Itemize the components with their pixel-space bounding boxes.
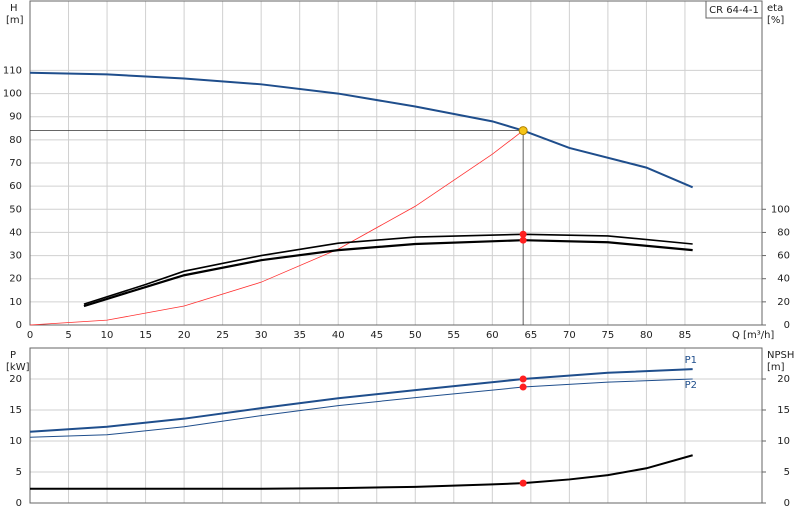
y2-tick-label: 10 — [777, 436, 790, 447]
curve — [29, 130, 524, 326]
y-tick-label: 10 — [9, 436, 22, 447]
x-tick-label: 20 — [178, 330, 191, 341]
y-tick-label: 90 — [9, 112, 22, 123]
series-label: P2 — [685, 380, 697, 391]
curve — [83, 239, 693, 308]
curve — [83, 233, 693, 305]
x-tick-label: 35 — [293, 330, 306, 341]
y2-axis-label: eta — [767, 3, 783, 14]
y-tick-label: 0 — [16, 498, 22, 509]
y-tick-label: 70 — [9, 158, 22, 169]
x-tick-label: 65 — [524, 330, 537, 341]
y-axis-label: P — [10, 350, 16, 361]
operating-point — [519, 479, 527, 487]
y2-tick-label: 0 — [784, 498, 790, 509]
y2-tick-label: 40 — [777, 274, 790, 285]
duty-point — [518, 126, 528, 136]
y2-tick-label: 15 — [777, 405, 790, 416]
x-tick-label: 80 — [640, 330, 653, 341]
y-tick-label: 20 — [9, 374, 22, 385]
x-tick-label: 75 — [602, 330, 615, 341]
y-tick-label: 110 — [3, 65, 22, 76]
plot-frame — [29, 0, 763, 326]
curve — [29, 378, 693, 438]
y-tick-label: 100 — [3, 89, 22, 100]
x-tick-label: 30 — [255, 330, 268, 341]
y2-tick-label: 5 — [784, 467, 790, 478]
y2-axis-unit: [%] — [767, 15, 784, 26]
y-tick-label: 80 — [9, 135, 22, 146]
x-tick-label: 45 — [370, 330, 383, 341]
x-tick-label: 85 — [679, 330, 692, 341]
x-tick-label: 70 — [563, 330, 576, 341]
operating-point — [519, 375, 527, 383]
y-tick-label: 50 — [9, 204, 22, 215]
x-axis-label: Q [m³/h] — [732, 330, 774, 341]
operating-point — [519, 236, 527, 244]
y-tick-label: 30 — [9, 251, 22, 262]
y-tick-label: 60 — [9, 181, 22, 192]
y2-tick-label: 100 — [771, 204, 790, 215]
chart-title: CR 64-4-1 — [709, 5, 759, 16]
x-tick-label: 15 — [139, 330, 152, 341]
x-tick-label: 0 — [27, 330, 33, 341]
curve — [29, 71, 694, 189]
x-tick-label: 10 — [101, 330, 114, 341]
curve — [29, 368, 693, 433]
y2-tick-label: 20 — [777, 374, 790, 385]
series-label: P1 — [685, 355, 697, 366]
y-axis-label: H — [10, 3, 18, 14]
x-tick-label: 55 — [447, 330, 460, 341]
title-box — [705, 0, 763, 19]
y-axis-unit: [m] — [6, 15, 24, 26]
y2-axis-unit: [m] — [767, 362, 785, 373]
x-tick-label: 5 — [65, 330, 71, 341]
y-tick-label: 15 — [9, 405, 22, 416]
y-tick-label: 0 — [16, 320, 22, 331]
x-tick-label: 50 — [409, 330, 422, 341]
x-tick-label: 40 — [332, 330, 345, 341]
y-tick-label: 10 — [9, 297, 22, 308]
y2-tick-label: 80 — [777, 227, 790, 238]
y-tick-label: 20 — [9, 274, 22, 285]
y-axis-unit: [kW] — [6, 362, 30, 373]
plot-frame — [29, 347, 763, 504]
x-tick-label: 60 — [486, 330, 499, 341]
y-tick-label: 40 — [9, 227, 22, 238]
operating-point — [519, 383, 527, 391]
y2-tick-label: 0 — [784, 320, 790, 331]
y2-tick-label: 60 — [777, 251, 790, 262]
curve — [30, 454, 693, 490]
x-tick-label: 25 — [216, 330, 229, 341]
y2-tick-label: 20 — [777, 297, 790, 308]
y2-axis-label: NPSH — [767, 350, 794, 361]
y-tick-label: 5 — [16, 467, 22, 478]
operating-point — [519, 230, 527, 238]
